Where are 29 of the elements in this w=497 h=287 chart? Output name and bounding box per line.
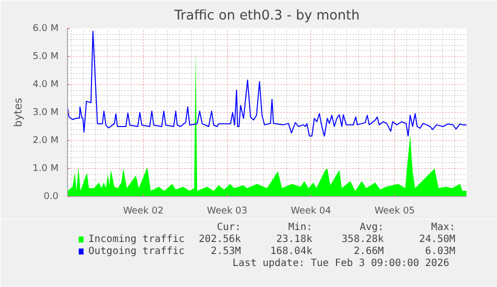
- y-tick-label: 5.0 M: [32, 51, 59, 62]
- y-tick-label: 4.0 M: [32, 79, 59, 90]
- text: 202.56k: [198, 234, 241, 245]
- y-tick-label: 0.0: [44, 191, 59, 202]
- text: Min:: [288, 222, 312, 233]
- y-tick-label: 3.0 M: [32, 107, 59, 118]
- legend-label: Incoming traffic: [88, 234, 185, 245]
- text: 2.53M: [210, 246, 241, 257]
- x-tick-label: Week 03: [206, 206, 248, 216]
- text: Avg:: [360, 222, 384, 233]
- y-axis-title: bytes: [12, 97, 25, 128]
- y-tick-label: 2.0 M: [32, 135, 59, 146]
- x-tick-label: Week 02: [123, 206, 164, 216]
- x-tick-label: Week 05: [374, 206, 415, 216]
- text: 358.28k: [342, 234, 384, 245]
- text: Last update: Tue Feb 3 09:00:00 2026: [232, 258, 450, 269]
- text: 6.03M: [425, 246, 456, 257]
- y-tick-label: 6.0 M: [32, 23, 59, 34]
- text: Cur:: [216, 222, 241, 233]
- chart-title: Traffic on eth0.3 - by month: [173, 8, 360, 24]
- text: 23.18k: [276, 234, 312, 245]
- text: 2.66M: [354, 246, 384, 257]
- legend-label: Outgoing traffic: [88, 246, 185, 257]
- text: Max:: [431, 222, 456, 233]
- y-tick-label: 1.0 M: [32, 163, 59, 174]
- line-series: [68, 30, 466, 137]
- text: 168.04k: [270, 246, 312, 257]
- text: 24.50M: [419, 234, 456, 245]
- x-tick-label: Week 04: [290, 206, 332, 216]
